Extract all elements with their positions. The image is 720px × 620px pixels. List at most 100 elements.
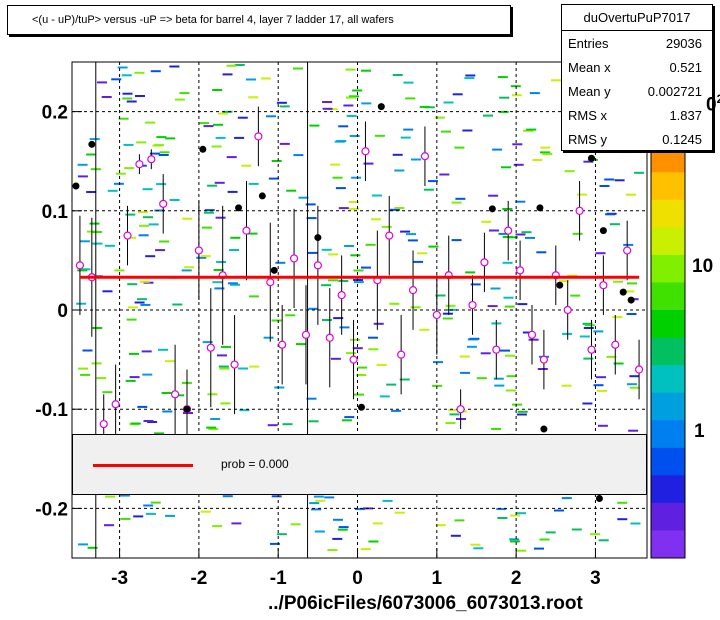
x-tick-label: 3: [590, 568, 601, 589]
histogram-bin: [597, 424, 608, 427]
histogram-bin: [237, 116, 248, 119]
histogram-bin: [322, 101, 333, 103]
histogram-bin: [82, 349, 93, 352]
histogram-bin: [354, 393, 364, 396]
histogram-bin: [322, 319, 332, 321]
histogram-bin: [338, 125, 349, 128]
histogram-bin: [584, 324, 595, 327]
histogram-bin: [349, 135, 360, 137]
histogram-bin: [114, 269, 125, 272]
histogram-bin: [394, 169, 405, 172]
histogram-bin: [306, 217, 317, 220]
histogram-bin: [226, 156, 237, 159]
histogram-bin: [502, 261, 513, 264]
histogram-bin: [263, 336, 274, 339]
histogram-bin: [92, 231, 103, 233]
histogram-bin: [465, 271, 476, 274]
histogram-bin: [214, 287, 225, 290]
y-tick-label: -0.1: [35, 400, 68, 421]
histogram-bin: [200, 255, 211, 258]
histogram-bin: [407, 239, 418, 242]
histogram-bin: [159, 151, 170, 154]
histogram-bin: [399, 378, 410, 381]
histogram-bin: [333, 518, 343, 521]
histogram-bin: [623, 243, 634, 246]
histogram-bin: [97, 81, 107, 84]
histogram-bin: [532, 159, 543, 161]
palette-swatch: [651, 310, 685, 339]
black-point: [72, 182, 80, 190]
histogram-bin: [505, 354, 515, 357]
histogram-bin: [137, 405, 148, 408]
profile-point: [349, 355, 358, 364]
histogram-bin: [403, 128, 414, 131]
histogram-bin: [583, 357, 594, 360]
stats-value: 0.521: [669, 60, 702, 75]
histogram-bin: [537, 368, 548, 370]
profile-point: [408, 286, 418, 295]
histogram-bin: [142, 373, 153, 376]
histogram-bin: [445, 422, 456, 424]
histogram-bin: [138, 234, 149, 237]
y-tick-label: 0.1: [42, 202, 69, 223]
histogram-bin: [386, 383, 397, 386]
histogram-bin: [134, 71, 145, 74]
histogram-bin: [218, 112, 228, 115]
histogram-bin: [249, 365, 260, 368]
histogram-bin: [142, 188, 153, 191]
histogram-bin: [341, 419, 352, 422]
histogram-bin: [143, 216, 153, 219]
histogram-bin: [346, 115, 357, 117]
histogram-bin: [491, 428, 502, 430]
histogram-bin: [286, 189, 297, 192]
histogram-bin: [516, 512, 527, 515]
histogram-bin: [517, 410, 528, 413]
histogram-bin: [515, 200, 526, 203]
histogram-bin: [293, 67, 303, 70]
histogram-bin: [590, 533, 601, 536]
histogram-bin: [327, 549, 338, 552]
histogram-bin: [394, 207, 405, 209]
histogram-bin: [435, 524, 446, 527]
histogram-bin: [203, 211, 214, 214]
histogram-bin: [200, 510, 211, 513]
histogram-bin: [271, 319, 282, 322]
black-point: [377, 103, 385, 111]
profile-point: [492, 345, 501, 354]
histogram-bin: [222, 495, 233, 498]
histogram-bin: [206, 426, 217, 429]
histogram-bin: [613, 280, 623, 283]
histogram-bin: [89, 222, 100, 225]
stats-value: 1.837: [669, 108, 702, 123]
palette-swatch: [651, 447, 685, 476]
histogram-bin: [344, 245, 355, 247]
histogram-bin: [290, 523, 301, 526]
histogram-bin: [353, 279, 364, 281]
histogram-bin: [346, 96, 356, 99]
black-point: [88, 140, 96, 148]
histogram-bin: [505, 389, 516, 392]
histogram-bin: [306, 397, 317, 400]
histogram-bin: [483, 114, 493, 117]
stats-row-rms-y: RMS y 0.1245: [568, 128, 702, 152]
histogram-bin: [275, 261, 286, 264]
histogram-bin: [515, 233, 526, 236]
histogram-bin: [219, 367, 230, 370]
histogram-bin: [381, 225, 392, 228]
histogram-bin: [460, 371, 470, 374]
profile-point: [432, 310, 441, 320]
histogram-bin: [134, 301, 145, 304]
histogram-bin: [266, 115, 276, 118]
histogram-bin: [285, 314, 296, 317]
histogram-bin: [455, 197, 466, 200]
histogram-bin: [127, 306, 138, 309]
histogram-bin: [154, 209, 165, 212]
histogram-bin: [165, 360, 175, 363]
histogram-bin: [496, 508, 507, 511]
histogram-bin: [204, 209, 215, 212]
legend-label: prob = 0.000: [221, 457, 289, 471]
palette-swatch: [651, 365, 685, 394]
histogram-bin: [513, 163, 524, 166]
histogram-bin: [77, 269, 88, 272]
histogram-bin: [351, 176, 362, 179]
